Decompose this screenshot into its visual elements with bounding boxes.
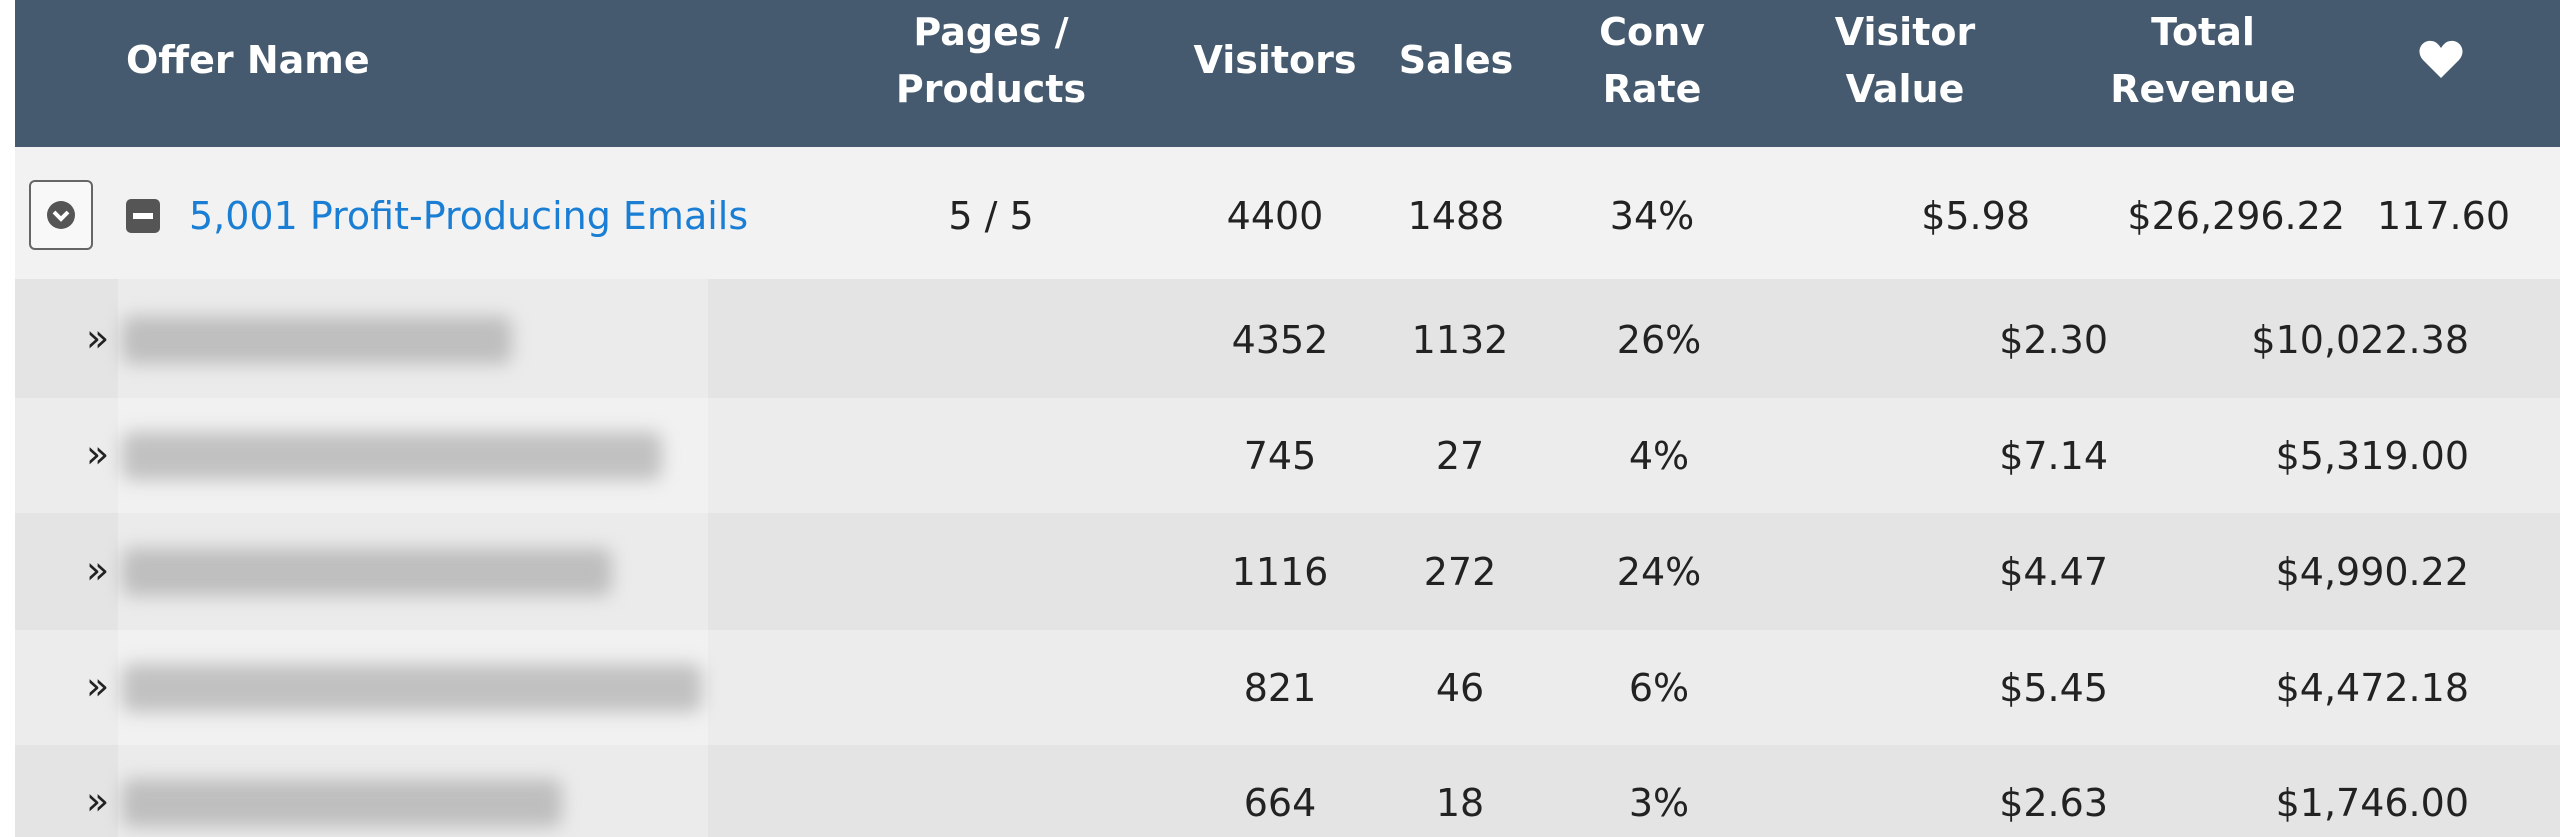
total-revenue: $4,472.18 bbox=[2275, 666, 2469, 710]
score: 117.60 bbox=[2377, 194, 2510, 238]
visitor-value: $7.14 bbox=[1999, 434, 2108, 478]
total-revenue: $26,296.22 bbox=[2127, 194, 2345, 238]
child-marker: » bbox=[86, 548, 110, 592]
visitor-value: $2.63 bbox=[1999, 781, 2108, 825]
child-marker: » bbox=[86, 432, 110, 476]
conv-rate: 4% bbox=[1628, 434, 1690, 478]
table-header: Offer Name Pages / Products Visitors Sales Co… bbox=[15, 0, 2560, 147]
offer-row bbox=[15, 147, 2560, 279]
offer-link[interactable]: 5,001 Profit-Producing Emails bbox=[189, 194, 749, 238]
sales: 1132 bbox=[1411, 318, 1509, 362]
total-revenue: $4,990.22 bbox=[2275, 550, 2469, 594]
visitors: 664 bbox=[1243, 781, 1317, 825]
column-header: Visitor bbox=[1834, 10, 1976, 54]
visitor-value: $5.98 bbox=[1921, 194, 2030, 238]
column-header: Total bbox=[2151, 10, 2255, 54]
column-header: Conv bbox=[1599, 10, 1705, 54]
redacted-name bbox=[122, 779, 562, 827]
collapse-button[interactable] bbox=[126, 199, 160, 233]
column-header: Value bbox=[1845, 67, 1965, 111]
conv-rate: 26% bbox=[1616, 318, 1702, 362]
column-header: Pages / bbox=[913, 10, 1069, 54]
redacted-name bbox=[122, 432, 662, 480]
sales: 18 bbox=[1435, 781, 1485, 825]
column-header: Visitors bbox=[1193, 38, 1357, 82]
child-marker: » bbox=[86, 316, 110, 360]
redacted-name bbox=[122, 316, 512, 364]
column-header: Products bbox=[895, 67, 1087, 111]
sales: 272 bbox=[1423, 550, 1497, 594]
column-header: Rate bbox=[1602, 67, 1702, 111]
total-revenue: $10,022.38 bbox=[2251, 318, 2469, 362]
conv-rate: 34% bbox=[1609, 194, 1695, 238]
visitor-value: $4.47 bbox=[1999, 550, 2108, 594]
sales: 1488 bbox=[1407, 194, 1505, 238]
column-header: Revenue bbox=[2110, 67, 2296, 111]
child-marker: » bbox=[86, 779, 110, 823]
conv-rate: 6% bbox=[1628, 666, 1690, 710]
total-revenue: $5,319.00 bbox=[2275, 434, 2469, 478]
visitors: 4352 bbox=[1231, 318, 1329, 362]
child-marker: » bbox=[86, 664, 110, 708]
total-revenue: $1,746.00 bbox=[2275, 781, 2469, 825]
visitors: 4400 bbox=[1226, 194, 1324, 238]
sales: 27 bbox=[1435, 434, 1485, 478]
conv-rate: 24% bbox=[1616, 550, 1702, 594]
redacted-name bbox=[122, 664, 702, 712]
column-header: Offer Name bbox=[126, 38, 370, 82]
column-header: Sales bbox=[1398, 38, 1514, 82]
conv-rate: 3% bbox=[1628, 781, 1690, 825]
visitors: 821 bbox=[1243, 666, 1317, 710]
favorite-icon[interactable] bbox=[2418, 40, 2464, 80]
sales: 46 bbox=[1435, 666, 1485, 710]
visitor-value: $5.45 bbox=[1999, 666, 2108, 710]
expand-toggle[interactable] bbox=[29, 180, 93, 250]
visitors: 1116 bbox=[1231, 550, 1329, 594]
redacted-name bbox=[122, 548, 612, 596]
visitors: 745 bbox=[1243, 434, 1317, 478]
pages-products: 5 / 5 bbox=[948, 194, 1034, 238]
visitor-value: $2.30 bbox=[1999, 318, 2108, 362]
